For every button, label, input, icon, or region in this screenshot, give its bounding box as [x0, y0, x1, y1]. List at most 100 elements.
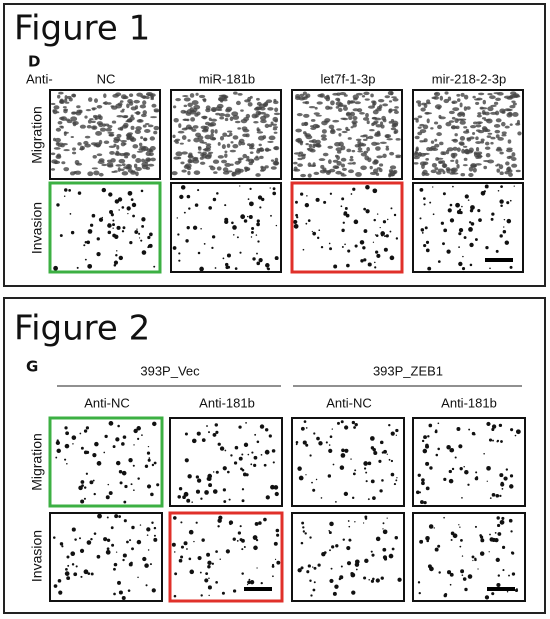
- cell-speck: [147, 246, 150, 249]
- cell-speck: [274, 107, 279, 113]
- cell-speck: [213, 171, 218, 174]
- cell-speck: [374, 261, 376, 264]
- scale-bar: [244, 587, 272, 591]
- cell-speck: [393, 483, 397, 486]
- cell-speck: [423, 203, 426, 206]
- cell-speck: [56, 142, 64, 145]
- cell-speck: [464, 194, 469, 199]
- cell-speck: [55, 127, 62, 132]
- cell-speck: [252, 535, 258, 540]
- cell-speck: [485, 246, 489, 250]
- cell-speck: [473, 151, 478, 155]
- cell-speck: [93, 170, 100, 176]
- cell-speck: [73, 171, 77, 174]
- cell-speck: [350, 193, 353, 195]
- cell-speck: [61, 545, 64, 548]
- panel-label: D: [28, 53, 40, 71]
- cell-speck: [459, 120, 466, 125]
- cell-speck: [344, 243, 346, 246]
- cell-speck: [380, 124, 385, 129]
- cell-speck: [322, 152, 329, 157]
- cell-speck: [379, 163, 384, 167]
- cell-speck: [454, 133, 458, 137]
- cell-speck: [307, 219, 311, 222]
- cell-speck: [214, 423, 218, 427]
- figure-title: Figure 2: [14, 309, 150, 349]
- cell-speck: [121, 230, 125, 233]
- cell-speck: [367, 461, 372, 466]
- column-label: let7f-1-3p: [321, 71, 376, 86]
- cell-speck: [97, 160, 105, 165]
- cell-speck: [207, 565, 211, 569]
- cell-speck: [253, 120, 259, 124]
- cell-speck: [487, 92, 493, 96]
- cell-speck: [371, 141, 378, 146]
- cell-speck: [102, 123, 106, 127]
- cell-speck: [112, 219, 115, 222]
- cell-speck: [66, 119, 73, 124]
- cell-speck: [310, 125, 315, 128]
- cell-speck: [308, 140, 315, 143]
- cell-speck: [146, 534, 149, 536]
- cell-speck: [105, 127, 112, 132]
- cell-speck: [348, 100, 354, 104]
- cell-speck: [458, 246, 460, 248]
- cell-speck: [496, 163, 501, 166]
- cell-speck: [150, 93, 154, 99]
- cell-speck: [491, 492, 496, 497]
- cell-speck: [133, 99, 141, 104]
- cell-speck: [84, 258, 87, 261]
- cell-speck: [335, 500, 337, 503]
- cell-speck: [239, 525, 242, 528]
- cell-speck: [127, 589, 131, 592]
- cell-speck: [462, 145, 468, 148]
- cell-speck: [509, 474, 514, 478]
- cell-speck: [320, 497, 323, 499]
- cell-speck: [241, 548, 244, 551]
- cell-speck: [332, 119, 340, 123]
- cell-speck: [297, 157, 303, 161]
- cell-speck: [327, 159, 332, 165]
- cell-speck: [79, 548, 85, 553]
- cell-speck: [113, 562, 118, 567]
- cell-speck: [96, 461, 102, 466]
- cell-speck: [50, 168, 56, 171]
- cell-speck: [497, 574, 500, 577]
- cell-speck: [300, 566, 304, 570]
- cell-speck: [381, 451, 385, 454]
- cell-speck: [201, 141, 208, 144]
- micrograph: [49, 512, 163, 602]
- cell-speck: [328, 124, 335, 130]
- cell-speck: [474, 163, 482, 166]
- cell-speck: [260, 582, 263, 585]
- cell-speck: [309, 579, 312, 582]
- cell-speck: [128, 93, 134, 97]
- cell-speck: [451, 100, 458, 104]
- cell-speck: [205, 143, 212, 146]
- cell-speck: [64, 98, 68, 103]
- cell-speck: [307, 564, 311, 568]
- cell-speck: [272, 461, 275, 464]
- cell-speck: [483, 190, 486, 193]
- micrograph: [412, 417, 526, 507]
- cell-speck: [80, 499, 85, 504]
- cell-speck: [341, 130, 348, 134]
- cell-speck: [107, 483, 110, 486]
- cell-speck: [489, 95, 496, 100]
- cell-speck: [249, 151, 254, 154]
- cell-speck: [313, 112, 320, 116]
- cell-speck: [335, 105, 340, 109]
- cell-speck: [341, 167, 347, 171]
- cell-speck: [187, 102, 193, 107]
- cell-speck: [363, 258, 367, 262]
- cell-speck: [388, 553, 394, 559]
- cell-speck: [385, 147, 390, 151]
- cell-speck: [315, 139, 321, 145]
- cell-speck: [74, 538, 77, 541]
- cell-speck: [103, 537, 108, 542]
- cell-speck: [388, 121, 393, 124]
- cell-speck: [204, 121, 211, 126]
- cell-speck: [83, 450, 88, 455]
- cell-speck: [120, 94, 127, 100]
- cell-speck: [208, 594, 210, 597]
